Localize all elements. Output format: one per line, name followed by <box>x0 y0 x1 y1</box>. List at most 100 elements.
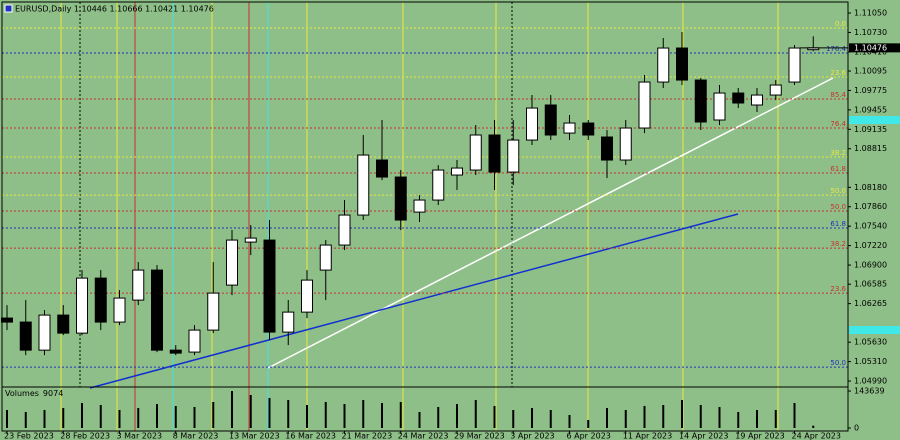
x-tick-label: 13 Mar 2023 <box>229 432 280 440</box>
current-price-label: 1.10476 <box>854 43 887 52</box>
y-tick-label: 1.05310 <box>854 357 887 366</box>
candle-body <box>432 169 445 201</box>
candle-body <box>451 167 463 176</box>
candle-body <box>188 329 201 353</box>
candle-body <box>282 311 295 333</box>
y-tick-label: 1.08180 <box>854 183 887 192</box>
y-tick-label: 1.06900 <box>854 261 887 270</box>
y-tick-label: 1.09135 <box>854 125 887 134</box>
candle-body <box>582 122 595 136</box>
candle-body <box>338 214 351 246</box>
candle-body <box>469 134 482 171</box>
candle-body <box>94 277 107 323</box>
trend-line <box>89 213 739 389</box>
candle-body <box>394 176 407 221</box>
candle-body <box>601 136 613 161</box>
y-tick-label: 1.05630 <box>854 338 887 347</box>
x-tick-label: 6 Apr 2023 <box>567 432 611 440</box>
y-tick-label: 1.10730 <box>854 28 887 37</box>
x-tick-label: 21 Mar 2023 <box>342 432 393 440</box>
candle-body <box>301 279 313 313</box>
fib-label: 50.0 <box>830 187 846 195</box>
candle-body <box>19 321 32 351</box>
y-tick-label: 1.04990 <box>854 377 887 386</box>
x-tick-label: 23 Feb 2023 <box>4 432 54 440</box>
fib-label: 23.6 <box>830 285 846 293</box>
y-tick-label: 1.11050 <box>854 8 887 17</box>
candles <box>1 32 820 428</box>
fib-label: 23.6 <box>830 69 846 77</box>
candle-body <box>732 92 745 104</box>
x-tick-label: 3 Mar 2023 <box>117 432 163 440</box>
candle-body <box>676 47 688 81</box>
volume-title: Volumes 9074 <box>5 389 63 398</box>
candle-body <box>769 84 782 96</box>
candle-body <box>244 237 257 243</box>
candle-body <box>638 81 651 129</box>
x-tick-label: 14 Apr 2023 <box>679 432 728 440</box>
current-price-box <box>849 43 900 53</box>
candle-body <box>207 292 220 331</box>
candle-body <box>76 277 88 334</box>
candle-body <box>226 239 238 286</box>
x-tick-label: 24 Mar 2023 <box>398 432 449 440</box>
volume-tick-label: 0 <box>854 424 859 433</box>
candle-body <box>619 127 632 161</box>
fib-label: 38.2 <box>830 240 846 248</box>
fib-label: 61.8 <box>830 220 846 228</box>
axes: 1.110501.107301.104101.100951.097751.094… <box>4 8 900 440</box>
fib-label: 50.0 <box>830 203 846 211</box>
candle-body <box>563 122 576 134</box>
candle-body <box>488 134 501 173</box>
symbol-icon <box>4 4 13 13</box>
candle-body <box>526 107 538 141</box>
candle-body <box>263 239 276 333</box>
y-tick-label: 1.09455 <box>854 105 887 114</box>
y-tick-label: 1.08815 <box>854 144 887 153</box>
x-tick-label: 11 Apr 2023 <box>623 432 672 440</box>
candle-body <box>1 317 13 323</box>
candle-body <box>132 269 145 301</box>
fib-label: 76.4 <box>830 120 846 128</box>
candle-body <box>151 269 163 351</box>
x-tick-label: 24 Apr 2023 <box>792 432 841 440</box>
highlight-label <box>849 116 900 124</box>
fib-label: 85.4 <box>830 91 846 99</box>
candle-body <box>357 154 370 216</box>
highlight-label <box>849 326 900 334</box>
x-tick-label: 3 Apr 2023 <box>510 432 554 440</box>
candle-body <box>413 199 426 213</box>
chart-title: EURUSD,Daily 1.10446 1.10666 1.10421 1.1… <box>15 5 214 14</box>
volume-frame <box>1 386 849 432</box>
candle-body <box>694 79 707 123</box>
y-tick-label: 1.06585 <box>854 280 887 289</box>
candle-body <box>113 297 126 323</box>
candle-body <box>38 314 51 351</box>
fib-label: 50.0 <box>830 359 846 367</box>
y-tick-label: 1.07860 <box>854 202 887 211</box>
volume-current: 9074 <box>43 389 63 398</box>
y-tick-label: 1.06265 <box>854 299 887 308</box>
x-tick-label: 19 Apr 2023 <box>735 432 784 440</box>
candle-body <box>169 349 182 354</box>
y-tick-label: 1.09775 <box>854 86 887 95</box>
x-tick-label: 16 Mar 2023 <box>285 432 336 440</box>
fib-label: 0.0 <box>835 20 846 28</box>
volume-tick-label: 143639 <box>854 387 885 396</box>
x-tick-label: 8 Mar 2023 <box>173 432 219 440</box>
candle-body <box>713 92 726 121</box>
y-tick-label: 1.07220 <box>854 241 887 250</box>
fib-label: 61.8 <box>830 165 846 173</box>
volume-name: Volumes <box>5 389 39 398</box>
fib-label: 176.4 <box>826 45 847 53</box>
fib-label: 38.2 <box>830 149 846 157</box>
candle-body <box>657 47 670 83</box>
x-tick-label: 29 Mar 2023 <box>454 432 505 440</box>
candle-body <box>319 244 332 271</box>
y-tick-label: 1.10095 <box>854 66 887 75</box>
candle-body <box>57 314 70 334</box>
y-tick-label: 1.07540 <box>854 222 887 231</box>
candle-body <box>376 159 388 178</box>
